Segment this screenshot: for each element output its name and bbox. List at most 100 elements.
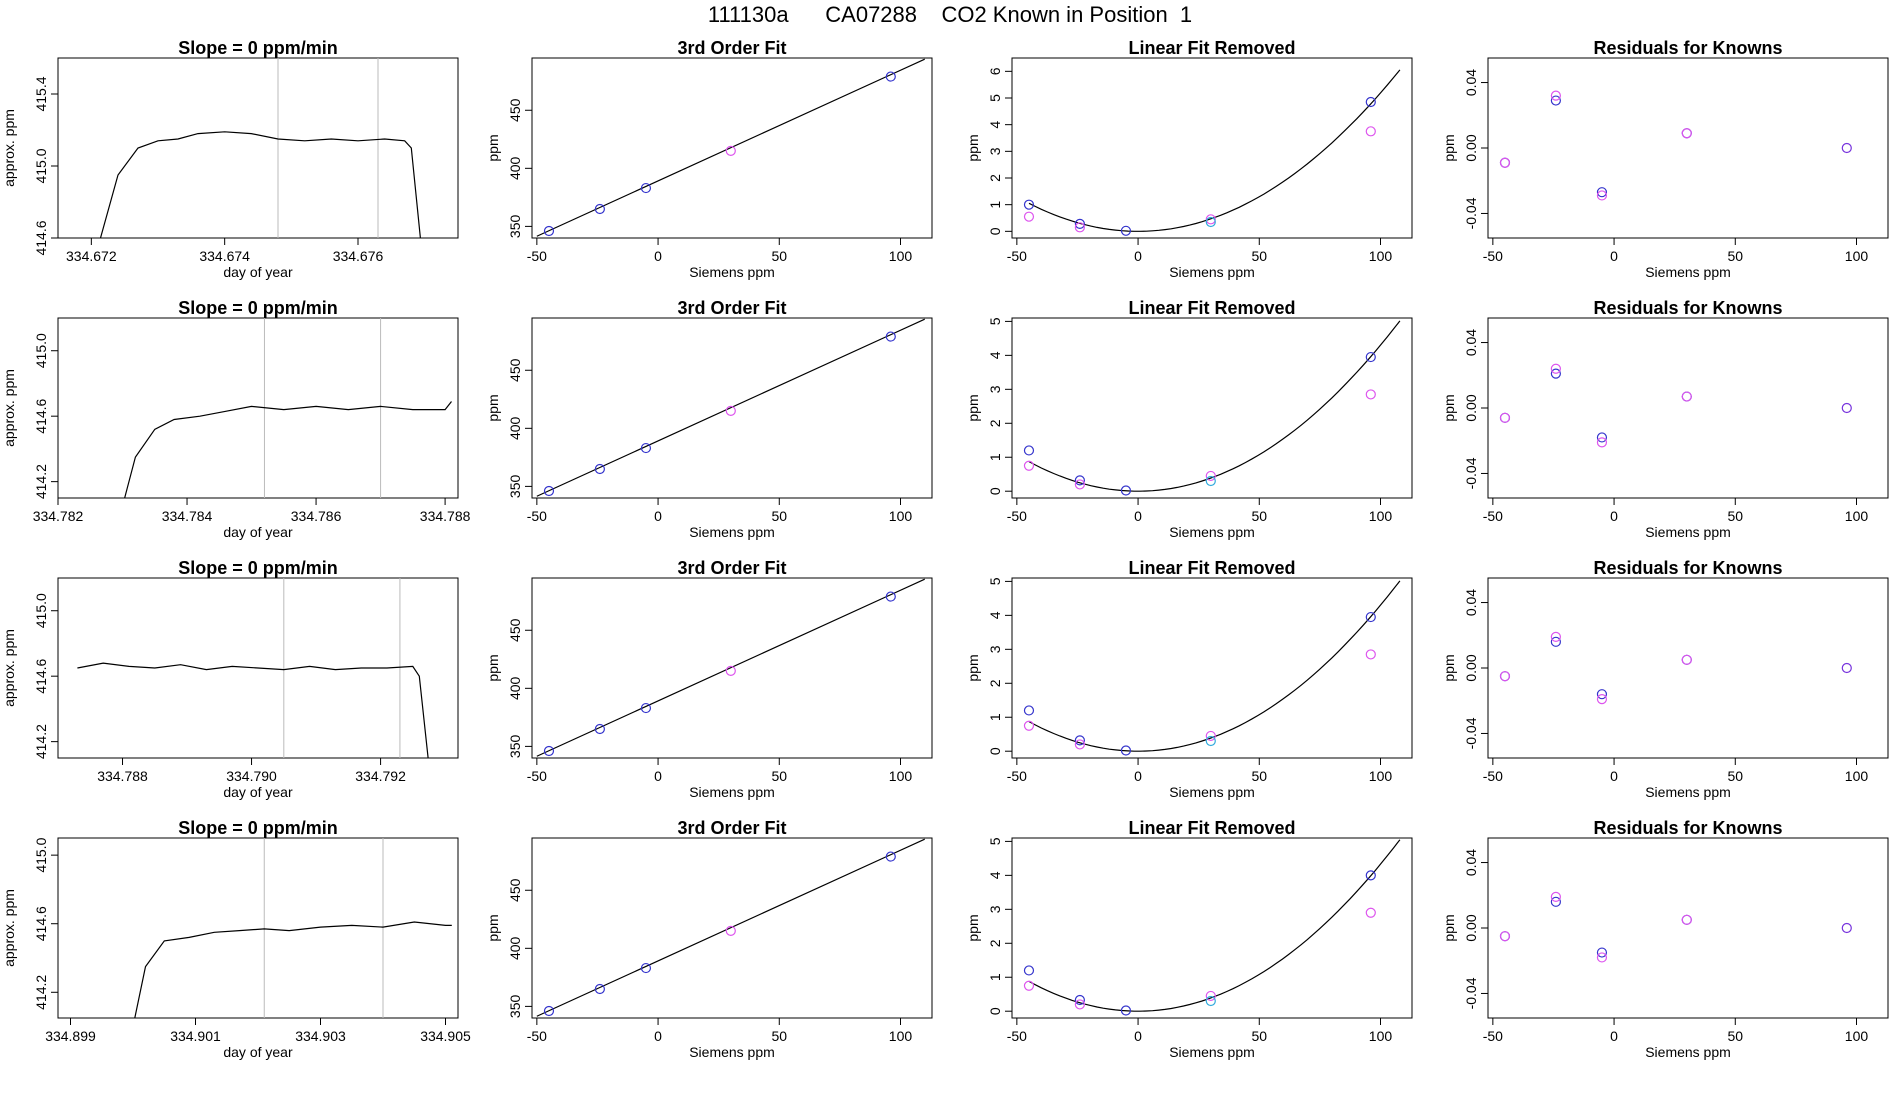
x-tick-label: 50 [771,768,787,784]
y-tick-label: 400 [507,416,523,440]
data-point [1074,222,1085,233]
data-point [885,851,896,862]
data-point [1841,142,1852,154]
plot-area [1499,631,1852,705]
data-point [1499,157,1511,168]
panel-title: Linear Fit Removed [1128,818,1295,838]
x-axis-label: Siemens ppm [1645,1044,1731,1060]
y-tick-label: 2 [987,679,1003,687]
y-tick-label: 414.2 [33,975,49,1010]
data-point [1023,199,1035,210]
x-tick-label: 334.790 [226,768,277,784]
y-tick-label: 4 [987,871,1003,879]
y-axis-label: ppm [965,394,981,421]
plot-area [1023,839,1401,1016]
panel-1-1: Slope = 0 ppm/min 334.672 334.674 334.676 da… [1,38,459,280]
fit-curve [1028,69,1401,232]
data-point [1023,705,1035,716]
data-point [1205,214,1216,225]
plot-area [99,58,421,238]
data-point [1596,947,1608,958]
x-tick-label: 334.782 [33,508,84,524]
x-tick-label: 50 [1251,1028,1267,1044]
y-axis-label: ppm [965,134,981,161]
data-point [1550,636,1561,647]
plot-frame [531,577,933,759]
data-point [640,702,652,714]
y-tick-label: 350 [507,474,523,498]
data-point [1023,211,1035,222]
panel-title: Slope = 0 ppm/min [178,818,338,838]
data-point [1681,128,1692,139]
data-point [1596,952,1608,963]
panel-title: Linear Fit Removed [1128,298,1295,318]
plot-area [536,838,925,1017]
data-point [1120,1005,1132,1016]
plot-frame [531,317,933,499]
data-point [1841,922,1852,934]
x-tick-label: 50 [1251,768,1267,784]
y-axis-label: ppm [965,654,981,681]
plot-frame [1487,577,1889,759]
y-tick-label: 414.2 [33,724,49,759]
y-tick-label: 3 [987,385,1003,393]
y-tick-label: 1 [987,453,1003,461]
data-point [885,331,896,342]
data-point [1023,445,1035,456]
plot-frame [531,57,933,239]
x-tick-label: 50 [1251,508,1267,524]
fit-line [536,318,925,497]
y-axis-label: ppm [485,134,501,161]
x-tick-label: 0 [1134,768,1142,784]
x-axis-label: Siemens ppm [689,264,775,280]
x-tick-label: 50 [1727,248,1743,264]
x-tick-label: 100 [1369,768,1393,784]
fit-curve [1028,580,1401,752]
data-point [543,745,555,757]
ppm-trace-line [99,131,421,238]
panel-1-3: Linear Fit Removed -50 0 50 100 Siemens ppm 0 1… [965,38,1413,280]
data-point [1365,649,1376,660]
data-point [1205,990,1216,1002]
y-tick-label: 450 [507,358,523,382]
x-tick-label: -50 [1483,508,1503,524]
x-tick-label: 100 [1369,248,1393,264]
y-tick-label: 400 [507,156,523,180]
data-point [1074,739,1085,750]
data-point [594,723,605,735]
x-axis-label: Siemens ppm [1645,524,1731,540]
y-tick-label: 2 [987,174,1003,182]
y-tick-label: 414.6 [33,398,49,433]
panel-2-2: 3rd Order Fit -50 0 50 100 Siemens ppm 350 400 4… [485,298,933,540]
x-axis-label: Siemens ppm [1645,784,1731,800]
x-axis-label: Siemens ppm [689,524,775,540]
plot-frame [1487,57,1889,239]
data-point [1023,460,1035,471]
x-tick-label: 334.788 [420,508,471,524]
data-point [1681,914,1692,925]
data-point [594,203,605,215]
panel-title: Slope = 0 ppm/min [178,38,338,58]
data-point [1596,432,1608,443]
x-tick-label: 100 [889,768,913,784]
data-point [1120,225,1132,236]
x-tick-label: 50 [1251,248,1267,264]
data-point [1365,870,1376,881]
y-tick-label: 0 [987,487,1003,495]
page-title: 111130a CA07288 CO2 Known in Position 1 [707,2,1193,27]
y-tick-label: 350 [507,734,523,758]
x-tick-label: 0 [1610,1028,1618,1044]
data-point [1205,735,1216,747]
y-tick-label: 0.04 [1463,329,1479,356]
y-tick-label: 3 [987,645,1003,653]
plot-frame [57,577,459,759]
y-tick-label: 0.04 [1463,69,1479,96]
y-tick-label: -0.04 [1463,977,1479,1009]
plot-frame [1011,57,1413,239]
panel-3-4: Residuals for Knowns -50 0 50 100 Siemens ppm… [1441,558,1889,800]
x-tick-label: 0 [1610,508,1618,524]
plot-area [1023,69,1401,236]
data-point [1550,95,1561,106]
plot-area [1499,90,1852,201]
